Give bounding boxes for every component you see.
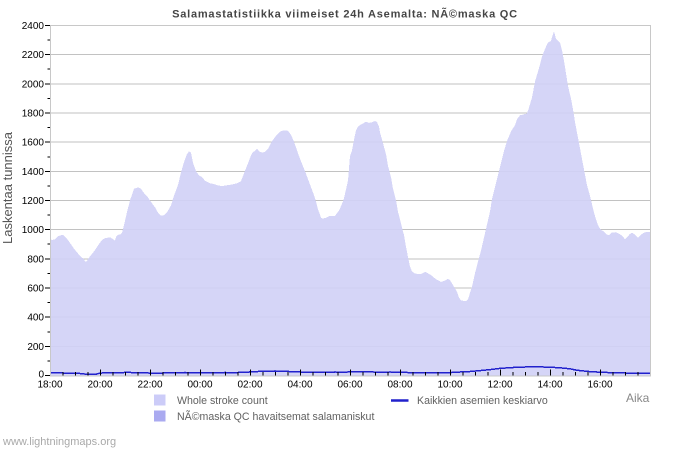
svg-text:08:00: 08:00 <box>387 380 412 391</box>
svg-text:0: 0 <box>38 370 44 381</box>
svg-text:22:00: 22:00 <box>137 380 162 391</box>
svg-text:2000: 2000 <box>22 79 45 90</box>
svg-text:1200: 1200 <box>22 196 45 207</box>
svg-text:18:00: 18:00 <box>37 380 62 391</box>
svg-text:16:00: 16:00 <box>587 380 612 391</box>
svg-text:200: 200 <box>27 342 44 353</box>
svg-text:2200: 2200 <box>22 50 45 61</box>
svg-text:14:00: 14:00 <box>537 380 562 391</box>
svg-text:NÃ©maska QC havaitsemat salama: NÃ©maska QC havaitsemat salamaniskut <box>177 410 374 423</box>
svg-text:1600: 1600 <box>22 138 45 149</box>
svg-text:Aika: Aika <box>626 391 650 405</box>
svg-text:10:00: 10:00 <box>437 380 462 391</box>
svg-text:Kaikkien asemien keskiarvo: Kaikkien asemien keskiarvo <box>417 395 548 407</box>
svg-text:600: 600 <box>27 284 44 295</box>
svg-text:12:00: 12:00 <box>487 380 512 391</box>
svg-text:Laskentaa tunnissa: Laskentaa tunnissa <box>0 131 15 244</box>
svg-text:1800: 1800 <box>22 109 45 120</box>
svg-text:00:00: 00:00 <box>187 380 212 391</box>
svg-text:800: 800 <box>27 254 44 265</box>
svg-text:04:00: 04:00 <box>287 380 312 391</box>
svg-text:Whole stroke count: Whole stroke count <box>177 395 268 407</box>
svg-text:1000: 1000 <box>22 225 45 236</box>
svg-text:www.lightningmaps.org: www.lightningmaps.org <box>2 436 116 448</box>
svg-text:Salamastatistiikka viimeiset 2: Salamastatistiikka viimeiset 24h Asemalt… <box>172 8 518 21</box>
svg-text:400: 400 <box>27 313 44 324</box>
svg-text:2400: 2400 <box>22 21 45 32</box>
svg-text:06:00: 06:00 <box>337 380 362 391</box>
svg-text:20:00: 20:00 <box>87 380 112 391</box>
svg-text:1400: 1400 <box>22 167 45 178</box>
svg-text:02:00: 02:00 <box>237 380 262 391</box>
